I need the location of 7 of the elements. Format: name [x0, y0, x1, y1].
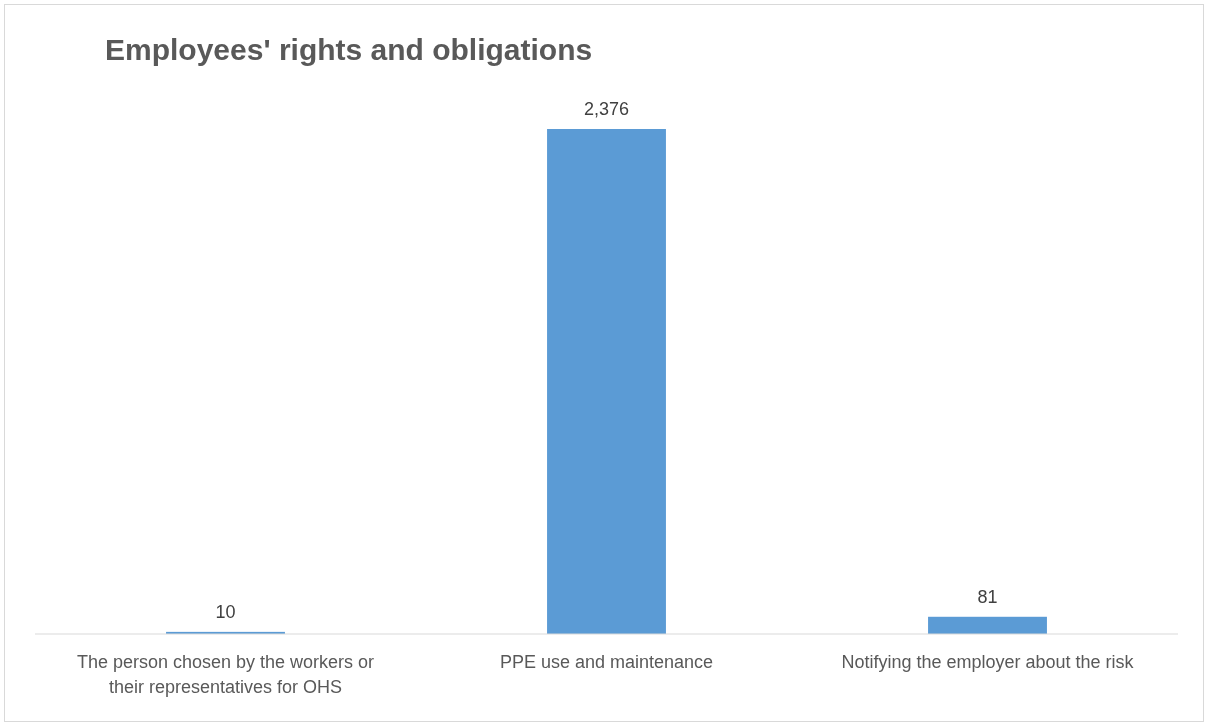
x-tick-label: PPE use and maintenance: [499, 652, 714, 672]
chart-title: Employees' rights and obligations: [105, 33, 593, 66]
x-tick-label: The person chosen by the workers or their representatives for OHS: [76, 652, 375, 697]
x-tick-label: Notifying the employer about the risk: [841, 652, 1135, 672]
data-label: 81: [977, 586, 998, 607]
data-label: 10: [215, 601, 236, 622]
data-label: 2,376: [583, 99, 630, 119]
